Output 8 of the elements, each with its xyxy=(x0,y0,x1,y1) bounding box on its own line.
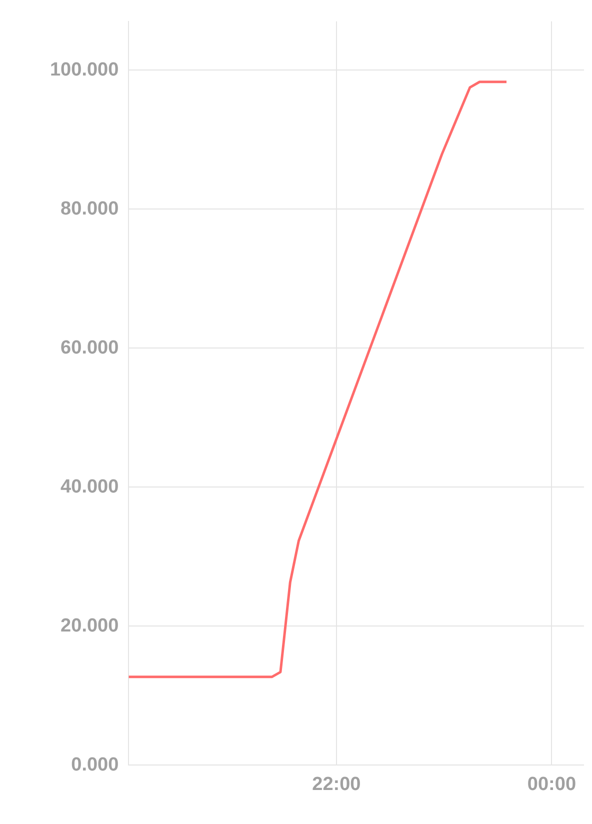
y-tick-label: 0.000 xyxy=(71,754,119,776)
y-tick-label: 100.000 xyxy=(50,59,119,80)
x-tick-label: 00:00 xyxy=(527,774,576,795)
y-tick-label: 80.000 xyxy=(60,198,119,220)
y-tick-label: 40.000 xyxy=(60,476,119,498)
y-tick-label: 20.000 xyxy=(60,615,119,636)
x-tick-label: 22:00 xyxy=(312,774,361,795)
y-tick-label: 60.000 xyxy=(60,337,119,358)
